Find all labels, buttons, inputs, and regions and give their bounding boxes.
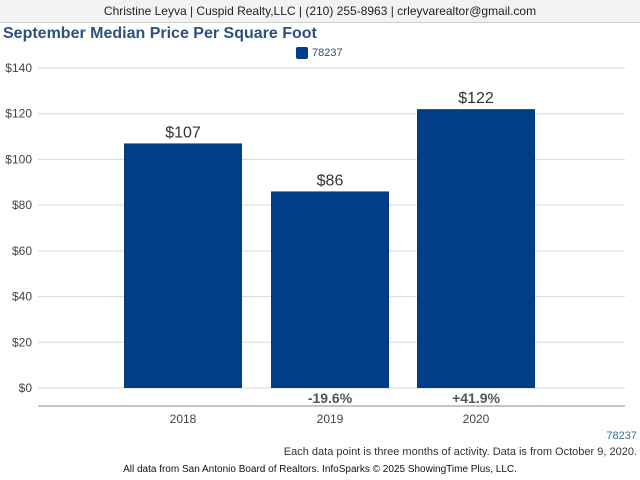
contact-info: Christine Leyva | Cuspid Realty,LLC | (2… xyxy=(103,4,537,18)
y-tick-label: $60 xyxy=(12,244,32,258)
chart-title: September Median Price Per Square Foot xyxy=(3,25,317,42)
bar xyxy=(271,191,389,388)
y-tick-label: $20 xyxy=(12,335,32,349)
bar-value-label: $86 xyxy=(317,172,344,189)
legend-swatch xyxy=(296,47,308,59)
bar-value-label: $122 xyxy=(458,90,494,107)
x-tick-label: 2019 xyxy=(317,412,344,426)
legend-label: 78237 xyxy=(312,47,343,59)
bar-value-label: $107 xyxy=(165,124,201,141)
footer-data-note: Each data point is three months of activ… xyxy=(283,446,637,458)
bar xyxy=(417,109,535,389)
footer-credit: All data from San Antonio Board of Realt… xyxy=(123,464,517,475)
y-tick-label: $100 xyxy=(5,152,32,166)
change-label: +41.9% xyxy=(452,390,500,406)
contact-header: Christine Leyva | Cuspid Realty,LLC | (2… xyxy=(0,0,640,23)
chart-legend[interactable]: 78237 xyxy=(296,47,343,59)
change-label: -19.6% xyxy=(308,390,353,406)
y-tick-label: $140 xyxy=(5,61,32,75)
y-tick-label: $120 xyxy=(5,107,32,121)
bar xyxy=(124,143,242,388)
y-tick-label: $80 xyxy=(12,198,32,212)
footer-area-tag: 78237 xyxy=(606,430,637,442)
x-tick-label: 2018 xyxy=(170,412,197,426)
x-tick-label: 2020 xyxy=(463,412,490,426)
y-tick-label: $0 xyxy=(19,381,33,395)
y-tick-label: $40 xyxy=(12,290,32,304)
